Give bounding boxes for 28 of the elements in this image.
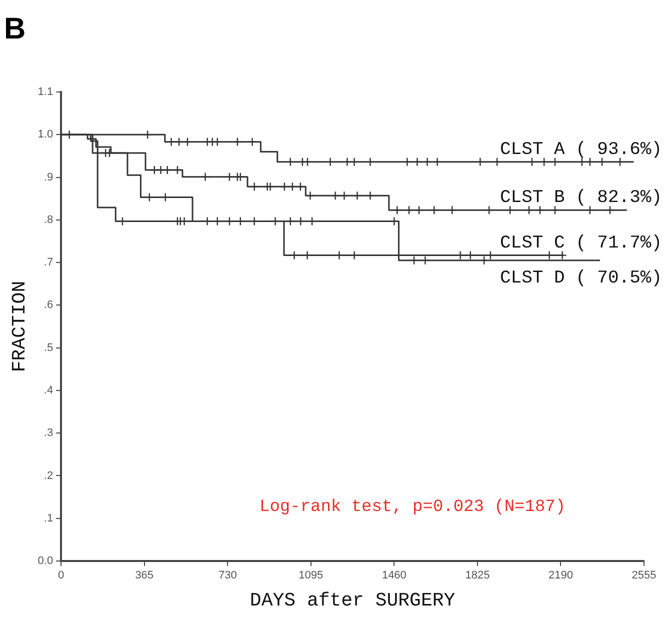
y-tick-label: .7	[44, 256, 54, 269]
y-tick-label: 0.0	[38, 555, 54, 568]
y-tick-label: .2	[44, 470, 54, 482]
x-tick-label: 1825	[465, 570, 490, 582]
x-tick-label: 1095	[298, 570, 324, 582]
y-tick-label: .9	[44, 171, 54, 184]
y-tick-label: .3	[44, 427, 54, 440]
x-tick-label: 730	[218, 570, 237, 582]
y-tick-label: 1.0	[38, 128, 54, 141]
y-tick-label: 1.1	[38, 86, 54, 98]
series-label: CLST C ( 71.7%)	[500, 233, 662, 254]
x-tick-label: 1460	[382, 570, 406, 582]
y-axis-title: FRACTION	[8, 280, 30, 372]
y-tick-label: .6	[44, 299, 54, 312]
x-axis-title: DAYS after SURGERY	[250, 590, 456, 612]
x-tick-label: 0	[58, 570, 64, 582]
y-tick-label: .8	[44, 214, 54, 226]
x-tick-label: 365	[135, 570, 154, 582]
x-tick-label: 2555	[632, 570, 656, 582]
chart-title: B	[4, 12, 26, 46]
annotation: Log-rank test, p=0.023 (N=187)	[260, 498, 566, 517]
series-label: CLST A ( 93.6%)	[500, 140, 662, 160]
series-label: CLST D ( 70.5%)	[500, 268, 662, 288]
y-tick-label: .5	[44, 342, 54, 354]
y-tick-label: .4	[44, 384, 54, 396]
x-tick-label: 2190	[548, 570, 573, 582]
series-label: CLST B ( 82.3%)	[500, 188, 662, 208]
y-tick-label: .1	[44, 512, 54, 524]
